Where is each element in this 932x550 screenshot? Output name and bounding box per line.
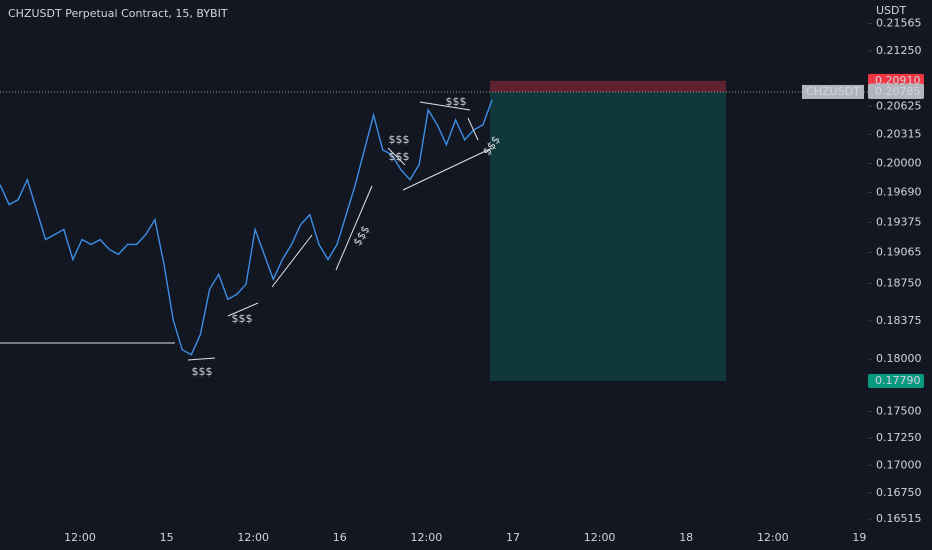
y-tick-label: 0.20315	[876, 127, 922, 140]
y-tick-label: 0.18375	[876, 314, 922, 327]
y-tick-label: 0.18000	[876, 352, 922, 365]
target-zone	[490, 91, 726, 381]
trend-line	[402, 147, 493, 191]
y-tick-label: 0.21250	[876, 44, 922, 57]
y-tick-label: 0.19690	[876, 185, 922, 198]
x-tick-label: 12:00	[757, 531, 789, 544]
annotation: $$$	[232, 312, 253, 325]
y-tick-label: 0.20625	[876, 99, 922, 112]
price-tag-label: 0.20785	[875, 85, 921, 98]
x-tick-label: 16	[333, 531, 347, 544]
y-axis-unit: USDT	[876, 4, 907, 17]
x-tick-label: 12:00	[411, 531, 443, 544]
y-tick-label: 0.16750	[876, 486, 922, 499]
annotation: $$$	[389, 133, 410, 146]
y-tick-label: 0.18750	[876, 276, 922, 289]
y-tick-label: 0.17000	[876, 458, 922, 471]
x-tick-label: 18	[679, 531, 693, 544]
x-tick-label: 12:00	[64, 531, 96, 544]
x-tick-label: 12:00	[237, 531, 269, 544]
price-tag	[868, 373, 924, 388]
y-tick-label: 0.20000	[876, 156, 922, 169]
chart-title: CHZUSDT Perpetual Contract, 15, BYBIT	[8, 7, 228, 20]
trend-line	[335, 185, 373, 271]
trend-line	[187, 357, 216, 361]
price-tag	[868, 84, 924, 99]
trend-line	[419, 101, 471, 111]
y-tick-label: 0.19375	[876, 215, 922, 228]
x-tick-label: 17	[506, 531, 520, 544]
annotation: $$$	[192, 365, 213, 378]
x-tick-label: 12:00	[584, 531, 616, 544]
y-tick-label: 0.19065	[876, 245, 922, 258]
y-tick-label: 0.16515	[876, 512, 922, 525]
annotation: $$$	[446, 95, 467, 108]
x-tick-label: 15	[160, 531, 174, 544]
price-line	[0, 99, 493, 356]
y-tick-label: 0.17500	[876, 404, 922, 417]
annotation: $$$	[389, 150, 410, 163]
trend-line	[271, 234, 313, 288]
trend-line	[467, 117, 479, 141]
symbol-tag	[802, 84, 864, 99]
y-tick-label: 0.21565	[876, 17, 922, 30]
price-tag-label: 0.20910	[875, 74, 921, 87]
plot	[0, 80, 726, 381]
stop-zone	[490, 80, 726, 92]
drawings	[0, 101, 493, 361]
symbol-tag-label: CHZUSDT	[806, 85, 860, 98]
price-tag-label: 0.17790	[875, 374, 921, 387]
trend-line	[227, 302, 259, 317]
x-tick-label: 19	[852, 531, 866, 544]
trend-line	[387, 147, 406, 166]
y-tick-label: 0.17250	[876, 431, 922, 444]
